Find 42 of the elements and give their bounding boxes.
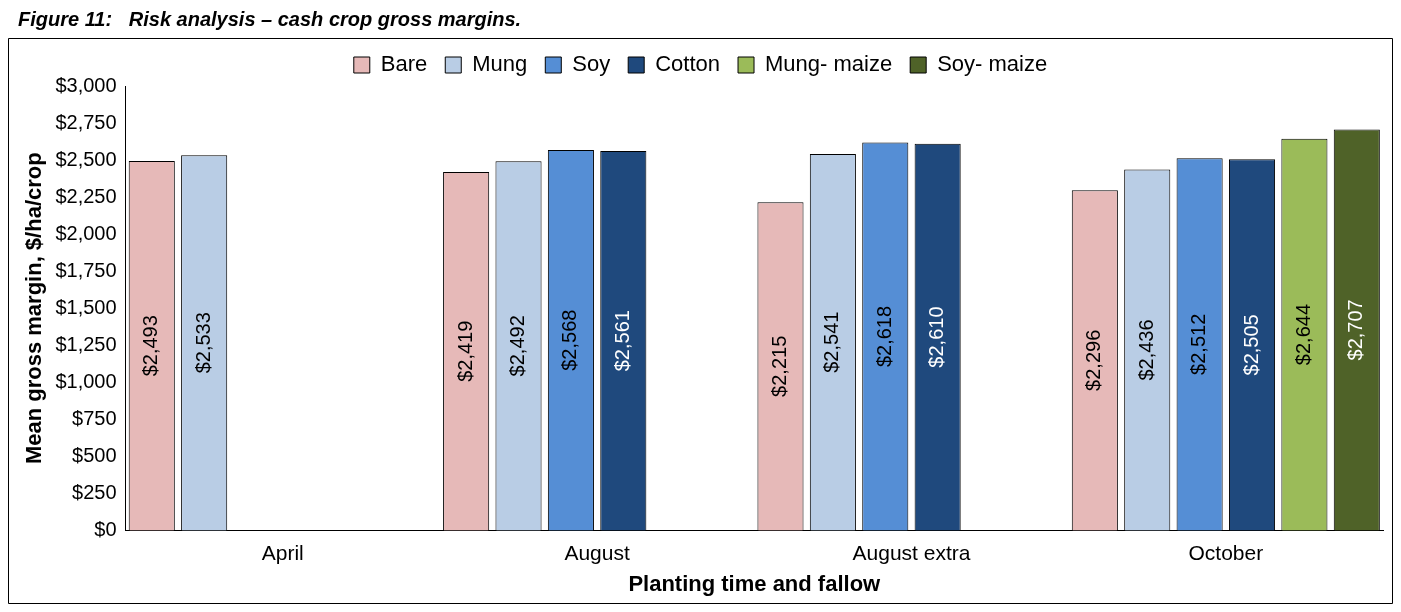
data-label: $2,610 (925, 306, 948, 368)
y-tick-label: $2,250 (55, 184, 117, 207)
legend-label: Bare (380, 51, 428, 77)
chart-title: Figure 11: Risk analysis – cash crop gross margins. (18, 7, 522, 30)
x-tick-label: October (1188, 540, 1264, 564)
y-tick-label: $1,500 (55, 295, 117, 318)
data-label: $2,533 (191, 312, 214, 374)
data-label: $2,512 (1187, 313, 1210, 375)
y-tick-label: $2,750 (55, 110, 117, 133)
data-label: $2,436 (1134, 319, 1157, 381)
x-tick-label: April (261, 540, 304, 564)
y-tick-label: $1,000 (55, 369, 117, 392)
data-label: $2,707 (1344, 299, 1367, 361)
legend-label: Mung- maize (765, 51, 893, 77)
y-tick-label: $0 (94, 517, 117, 540)
data-label: $2,419 (453, 320, 476, 382)
data-label: $2,492 (506, 315, 529, 377)
x-tick-label: August (564, 540, 630, 564)
data-label: $2,568 (558, 309, 581, 371)
data-label: $2,493 (139, 315, 162, 377)
y-tick-label: $500 (72, 443, 117, 466)
data-label: $2,505 (1239, 314, 1262, 376)
y-tick-label: $1,250 (55, 332, 117, 355)
legend-label: Soy- maize (937, 51, 1048, 77)
legend-label: Soy (572, 51, 611, 77)
y-tick-label: $1,750 (55, 258, 117, 281)
y-tick-label: $2,500 (55, 147, 117, 170)
data-label: $2,215 (768, 335, 790, 397)
x-tick-label: August extra (852, 540, 971, 564)
data-label: $2,296 (1082, 329, 1105, 391)
y-tick-label: $2,000 (55, 221, 117, 244)
y-axis-title: Mean gross margin, $/ha/crop (21, 152, 47, 465)
legend-label: Cotton (655, 51, 721, 77)
data-label: $2,541 (820, 311, 843, 373)
data-label: $2,561 (610, 310, 633, 372)
x-axis-title: Planting time and fallow (628, 570, 882, 596)
data-label: $2,618 (872, 305, 895, 368)
data-label: $2,644 (1291, 303, 1314, 366)
y-tick-label: $250 (72, 480, 117, 503)
legend-label: Mung (472, 51, 528, 77)
y-tick-label: $750 (72, 406, 117, 429)
y-tick-label: $3,000 (55, 73, 117, 96)
